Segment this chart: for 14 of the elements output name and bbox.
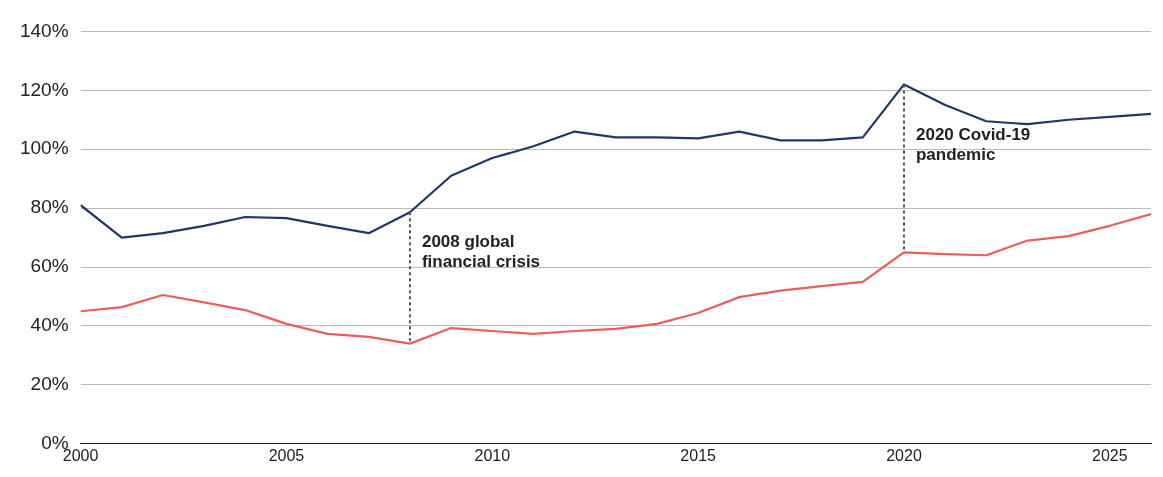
x-tick-label: 2015 [680, 446, 717, 464]
y-tick-label: 60% [30, 255, 69, 277]
y-tick-label: 40% [30, 314, 69, 336]
y-tick-label: 120% [19, 78, 69, 100]
x-tick-label: 2010 [474, 446, 511, 464]
y-tick-label: 100% [19, 137, 69, 159]
y-tick-label: 140% [19, 19, 69, 41]
ref-line-label: 2008 global financial crisis [421, 232, 541, 272]
ref-line-label: 2020 Covid-19 pandemic [915, 125, 1031, 165]
x-tick-label: 2005 [268, 446, 305, 464]
x-tick-label: 2020 [886, 446, 922, 464]
y-tick-label: 20% [30, 373, 69, 395]
y-tick-label: 80% [30, 196, 69, 218]
x-tick-label: 2025 [1092, 446, 1128, 464]
